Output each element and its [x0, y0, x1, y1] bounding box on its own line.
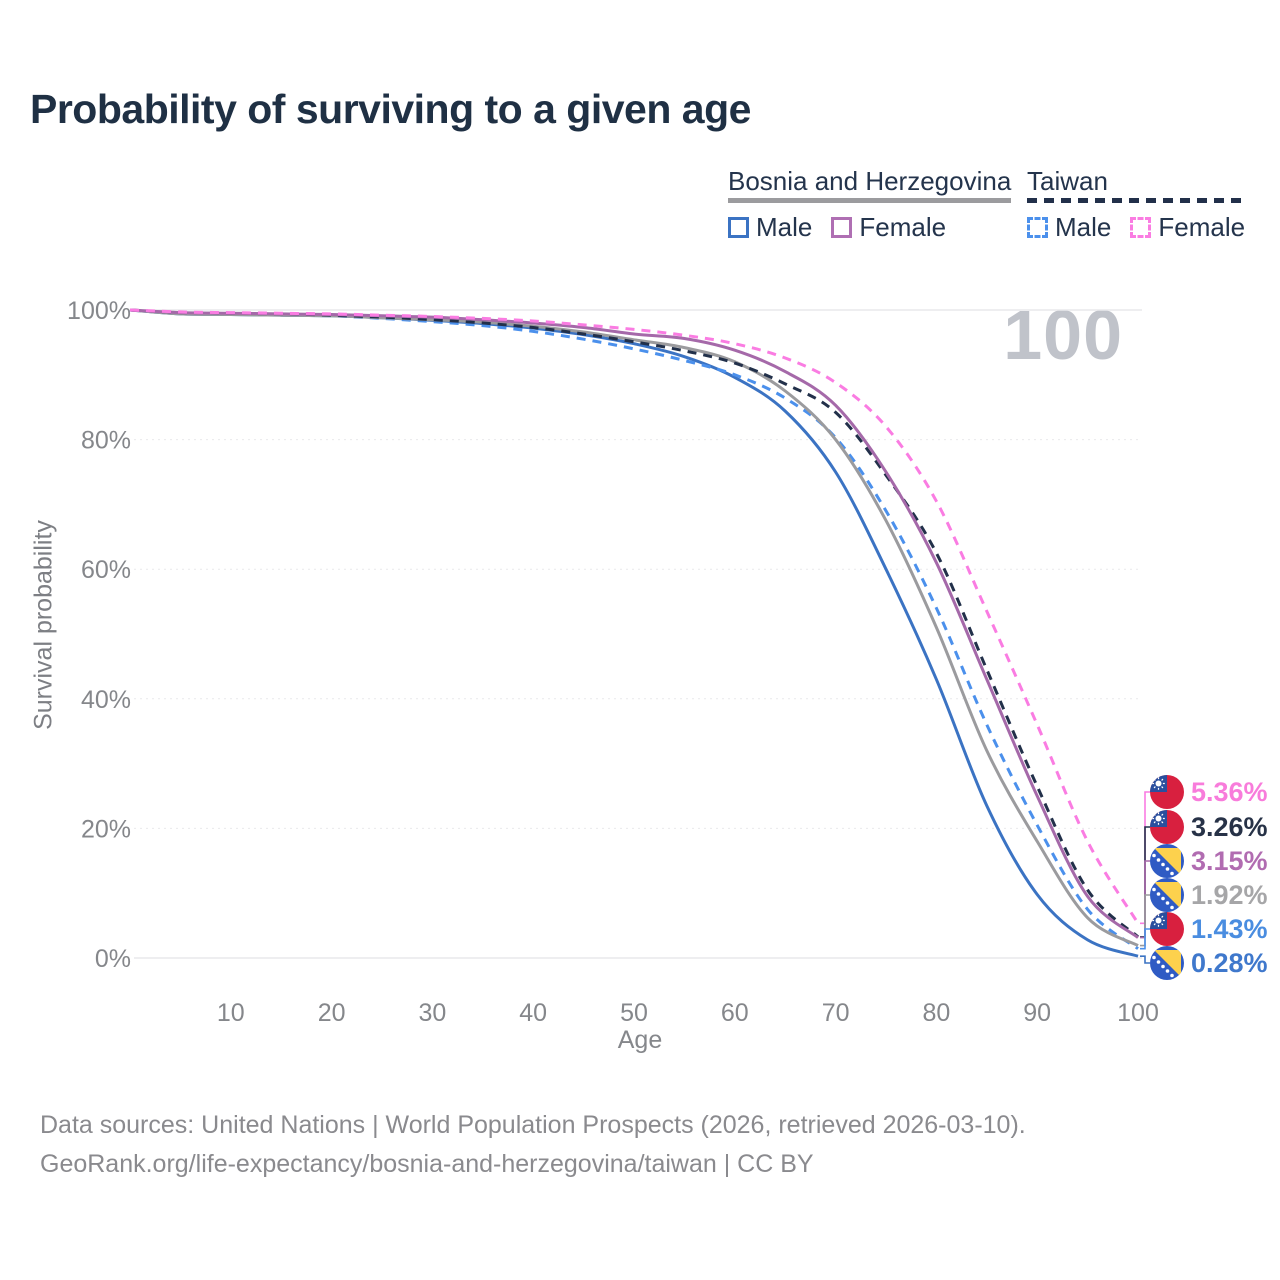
legend-item-label: Female	[859, 212, 947, 242]
bosnia-flag-icon	[1150, 878, 1184, 912]
x-tick-label: 30	[418, 999, 446, 1027]
taiwan-flag-icon	[1150, 775, 1184, 809]
series-line-bosnia-and-herzegovina-female	[129, 308, 1139, 939]
legend-line-sample-taiwan	[1027, 198, 1246, 203]
footer-line-2: GeoRank.org/life-expectancy/bosnia-and-h…	[40, 1150, 814, 1178]
legend-item-label: Male	[1055, 212, 1112, 242]
x-tick-label: 40	[519, 999, 547, 1027]
legend-country-taiwan[interactable]: Taiwan	[1027, 166, 1108, 196]
series-line-taiwan-male	[129, 308, 1139, 950]
y-tick-label: 100%	[67, 297, 131, 325]
legend-group-bosnia: Bosnia and Herzegovina Male Female	[728, 166, 1012, 243]
x-tick-label: 100	[1117, 999, 1159, 1027]
taiwan-flag-icon	[1150, 810, 1184, 844]
end-value-label: 1.92%	[1191, 880, 1268, 910]
x-tick-label: 20	[318, 999, 346, 1027]
end-label-connector	[1140, 955, 1150, 964]
end-label-connector	[1140, 894, 1150, 947]
series-line-bosnia-and-herzegovina	[129, 308, 1139, 947]
y-axis-title: Survival probability	[29, 520, 58, 730]
legend-item-label: Female	[1158, 212, 1246, 242]
data-sources-footer: Data sources: United Nations | World Pop…	[40, 1106, 1026, 1184]
legend-group-taiwan: Taiwan Male Female	[1027, 166, 1246, 243]
end-value-label: 5.36%	[1191, 777, 1268, 807]
series-line-bosnia-and-herzegovina-male	[129, 308, 1139, 958]
bosnia-male-swatch-icon	[728, 217, 749, 238]
bosnia-flag-icon	[1150, 844, 1184, 878]
age-watermark: 100	[1003, 296, 1123, 374]
end-value-label: 1.43%	[1191, 914, 1268, 944]
x-axis-title: Age	[617, 1026, 663, 1054]
y-tick-label: 40%	[81, 686, 131, 714]
bosnia-female-swatch-icon	[831, 217, 853, 238]
taiwan-female-swatch-icon	[1130, 217, 1152, 238]
legend-item-taiwan-female[interactable]: Female	[1130, 212, 1245, 243]
x-tick-label: 50	[620, 999, 648, 1027]
x-tick-label: 60	[721, 999, 749, 1027]
x-tick-label: 10	[217, 999, 245, 1027]
y-tick-label: 80%	[81, 427, 131, 455]
y-tick-label: 60%	[81, 556, 131, 584]
series-line-taiwan	[129, 308, 1140, 939]
legend-item-taiwan-male[interactable]: Male	[1027, 212, 1111, 243]
legend-item-bosnia-female[interactable]: Female	[831, 212, 946, 243]
legend-country-bosnia[interactable]: Bosnia and Herzegovina	[728, 166, 1012, 196]
page-title: Probability of surviving to a given age	[30, 86, 751, 132]
x-tick-label: 90	[1023, 999, 1051, 1027]
series-line-taiwan-female	[129, 308, 1140, 925]
legend-item-label: Male	[756, 212, 813, 242]
legend-line-sample-bosnia	[728, 198, 1012, 203]
end-value-label: 0.28%	[1191, 948, 1268, 978]
y-tick-label: 0%	[95, 945, 131, 973]
taiwan-flag-icon	[1150, 912, 1184, 946]
end-value-label: 3.26%	[1191, 812, 1268, 842]
x-tick-label: 70	[822, 999, 850, 1027]
footer-line-1: Data sources: United Nations | World Pop…	[40, 1111, 1026, 1139]
end-label-connector	[1140, 928, 1150, 950]
end-value-label: 3.15%	[1191, 846, 1268, 876]
bosnia-flag-icon	[1150, 946, 1184, 980]
legend-item-bosnia-male[interactable]: Male	[728, 212, 812, 243]
taiwan-male-swatch-icon	[1027, 217, 1048, 238]
x-tick-label: 80	[922, 999, 950, 1027]
y-tick-label: 20%	[81, 815, 131, 843]
